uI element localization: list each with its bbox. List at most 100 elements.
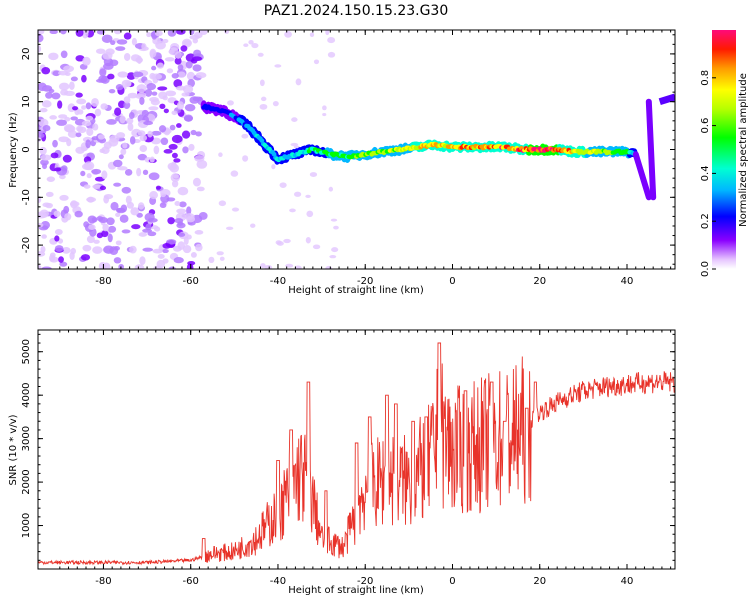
noise-blob <box>174 57 182 65</box>
noise-blob <box>328 186 334 192</box>
noise-blob <box>45 202 53 209</box>
noise-blob <box>174 200 181 206</box>
noise-blob <box>123 101 131 109</box>
noise-blob <box>132 71 144 78</box>
noise-blob <box>148 106 159 111</box>
noise-blob <box>154 226 161 232</box>
x-tick-label: 40 <box>621 576 634 587</box>
noise-blob <box>166 68 174 74</box>
noise-blob <box>85 115 94 121</box>
noise-blob <box>188 143 195 151</box>
noise-blob <box>52 70 61 77</box>
noise-blob <box>108 88 116 94</box>
noise-blob <box>141 43 147 51</box>
noise-blob <box>171 72 179 79</box>
noise-blob <box>144 88 153 97</box>
noise-blob <box>173 257 184 264</box>
noise-blob <box>61 246 71 254</box>
noise-blob <box>113 182 122 187</box>
noise-blob <box>182 244 192 254</box>
noise-blob <box>62 154 72 163</box>
noise-blob <box>122 142 128 149</box>
noise-blob <box>38 251 46 257</box>
noise-blob <box>106 217 115 226</box>
noise-blob <box>89 227 97 237</box>
colorbar-tick-label: 0.6 <box>700 118 711 134</box>
noise-blob <box>190 129 197 136</box>
noise-blob <box>166 239 177 245</box>
noise-blob <box>216 251 224 256</box>
noise-blob <box>157 86 168 91</box>
y-tick-label: 20 <box>21 48 32 61</box>
noise-blob <box>57 100 63 109</box>
noise-blob <box>174 218 184 224</box>
noise-blob <box>143 120 154 126</box>
noise-blob <box>168 266 176 269</box>
colorbar-axis: 0.0 0.2 0.4 0.6 0.8 <box>700 70 716 277</box>
y-tick-label: 1000 <box>21 513 32 538</box>
noise-blob <box>102 223 109 232</box>
noise-blob <box>113 257 122 264</box>
noise-blob <box>179 201 187 208</box>
noise-blob <box>85 139 91 149</box>
edge-ridge-vertical <box>645 98 657 201</box>
noise-blob <box>65 125 76 133</box>
x-tick-label: 0 <box>449 276 455 287</box>
y-tick-label: 4000 <box>21 382 32 407</box>
noise-blob <box>102 62 114 70</box>
noise-blob <box>59 194 69 201</box>
noise-blob <box>120 204 128 213</box>
noise-blob <box>168 49 175 54</box>
noise-blob <box>93 239 100 244</box>
noise-blob <box>192 177 201 187</box>
noise-blob <box>327 51 336 58</box>
noise-blob <box>260 263 266 269</box>
noise-blob <box>70 247 77 255</box>
noise-blob <box>102 51 113 60</box>
noise-blob <box>80 254 91 261</box>
noise-blob <box>38 222 44 228</box>
noise-blob <box>107 233 113 243</box>
noise-blob <box>184 103 196 112</box>
x-tick-label: -20 <box>357 576 373 587</box>
noise-blob <box>45 191 54 197</box>
noise-blob <box>194 230 204 235</box>
noise-blob <box>63 205 70 214</box>
noise-blob <box>87 215 97 224</box>
noise-blob <box>327 37 336 44</box>
heatmap-ridge-layer <box>200 93 675 201</box>
noise-blob <box>185 61 193 69</box>
noise-blob <box>208 256 215 263</box>
noise-blob <box>174 51 182 59</box>
noise-blob <box>91 97 99 107</box>
noise-blob <box>38 45 42 53</box>
noise-blob <box>101 34 113 43</box>
noise-blob <box>171 152 178 159</box>
noise-blob <box>325 30 330 36</box>
noise-blob <box>81 105 87 110</box>
noise-blob <box>107 225 117 233</box>
noise-blob <box>119 115 126 124</box>
noise-blob <box>92 123 99 131</box>
noise-blob <box>173 79 183 88</box>
noise-blob <box>70 200 78 209</box>
noise-blob <box>115 212 121 218</box>
noise-blob <box>271 164 276 170</box>
noise-blob <box>38 133 45 138</box>
noise-blob <box>76 98 87 105</box>
noise-blob <box>195 243 203 252</box>
noise-blob <box>183 114 193 122</box>
x-tick-label: 40 <box>621 276 634 287</box>
noise-blob <box>91 168 102 175</box>
noise-blob <box>50 152 59 159</box>
snr-y-axis: 1000 2000 3000 4000 5000 <box>21 333 675 561</box>
noise-blob <box>75 55 85 62</box>
noise-blob <box>119 214 129 223</box>
noise-blob <box>81 30 89 39</box>
noise-blob <box>101 230 109 238</box>
noise-blob <box>189 30 195 35</box>
x-tick-label: -60 <box>183 276 199 287</box>
noise-blob <box>40 154 52 161</box>
noise-blob <box>148 172 160 181</box>
